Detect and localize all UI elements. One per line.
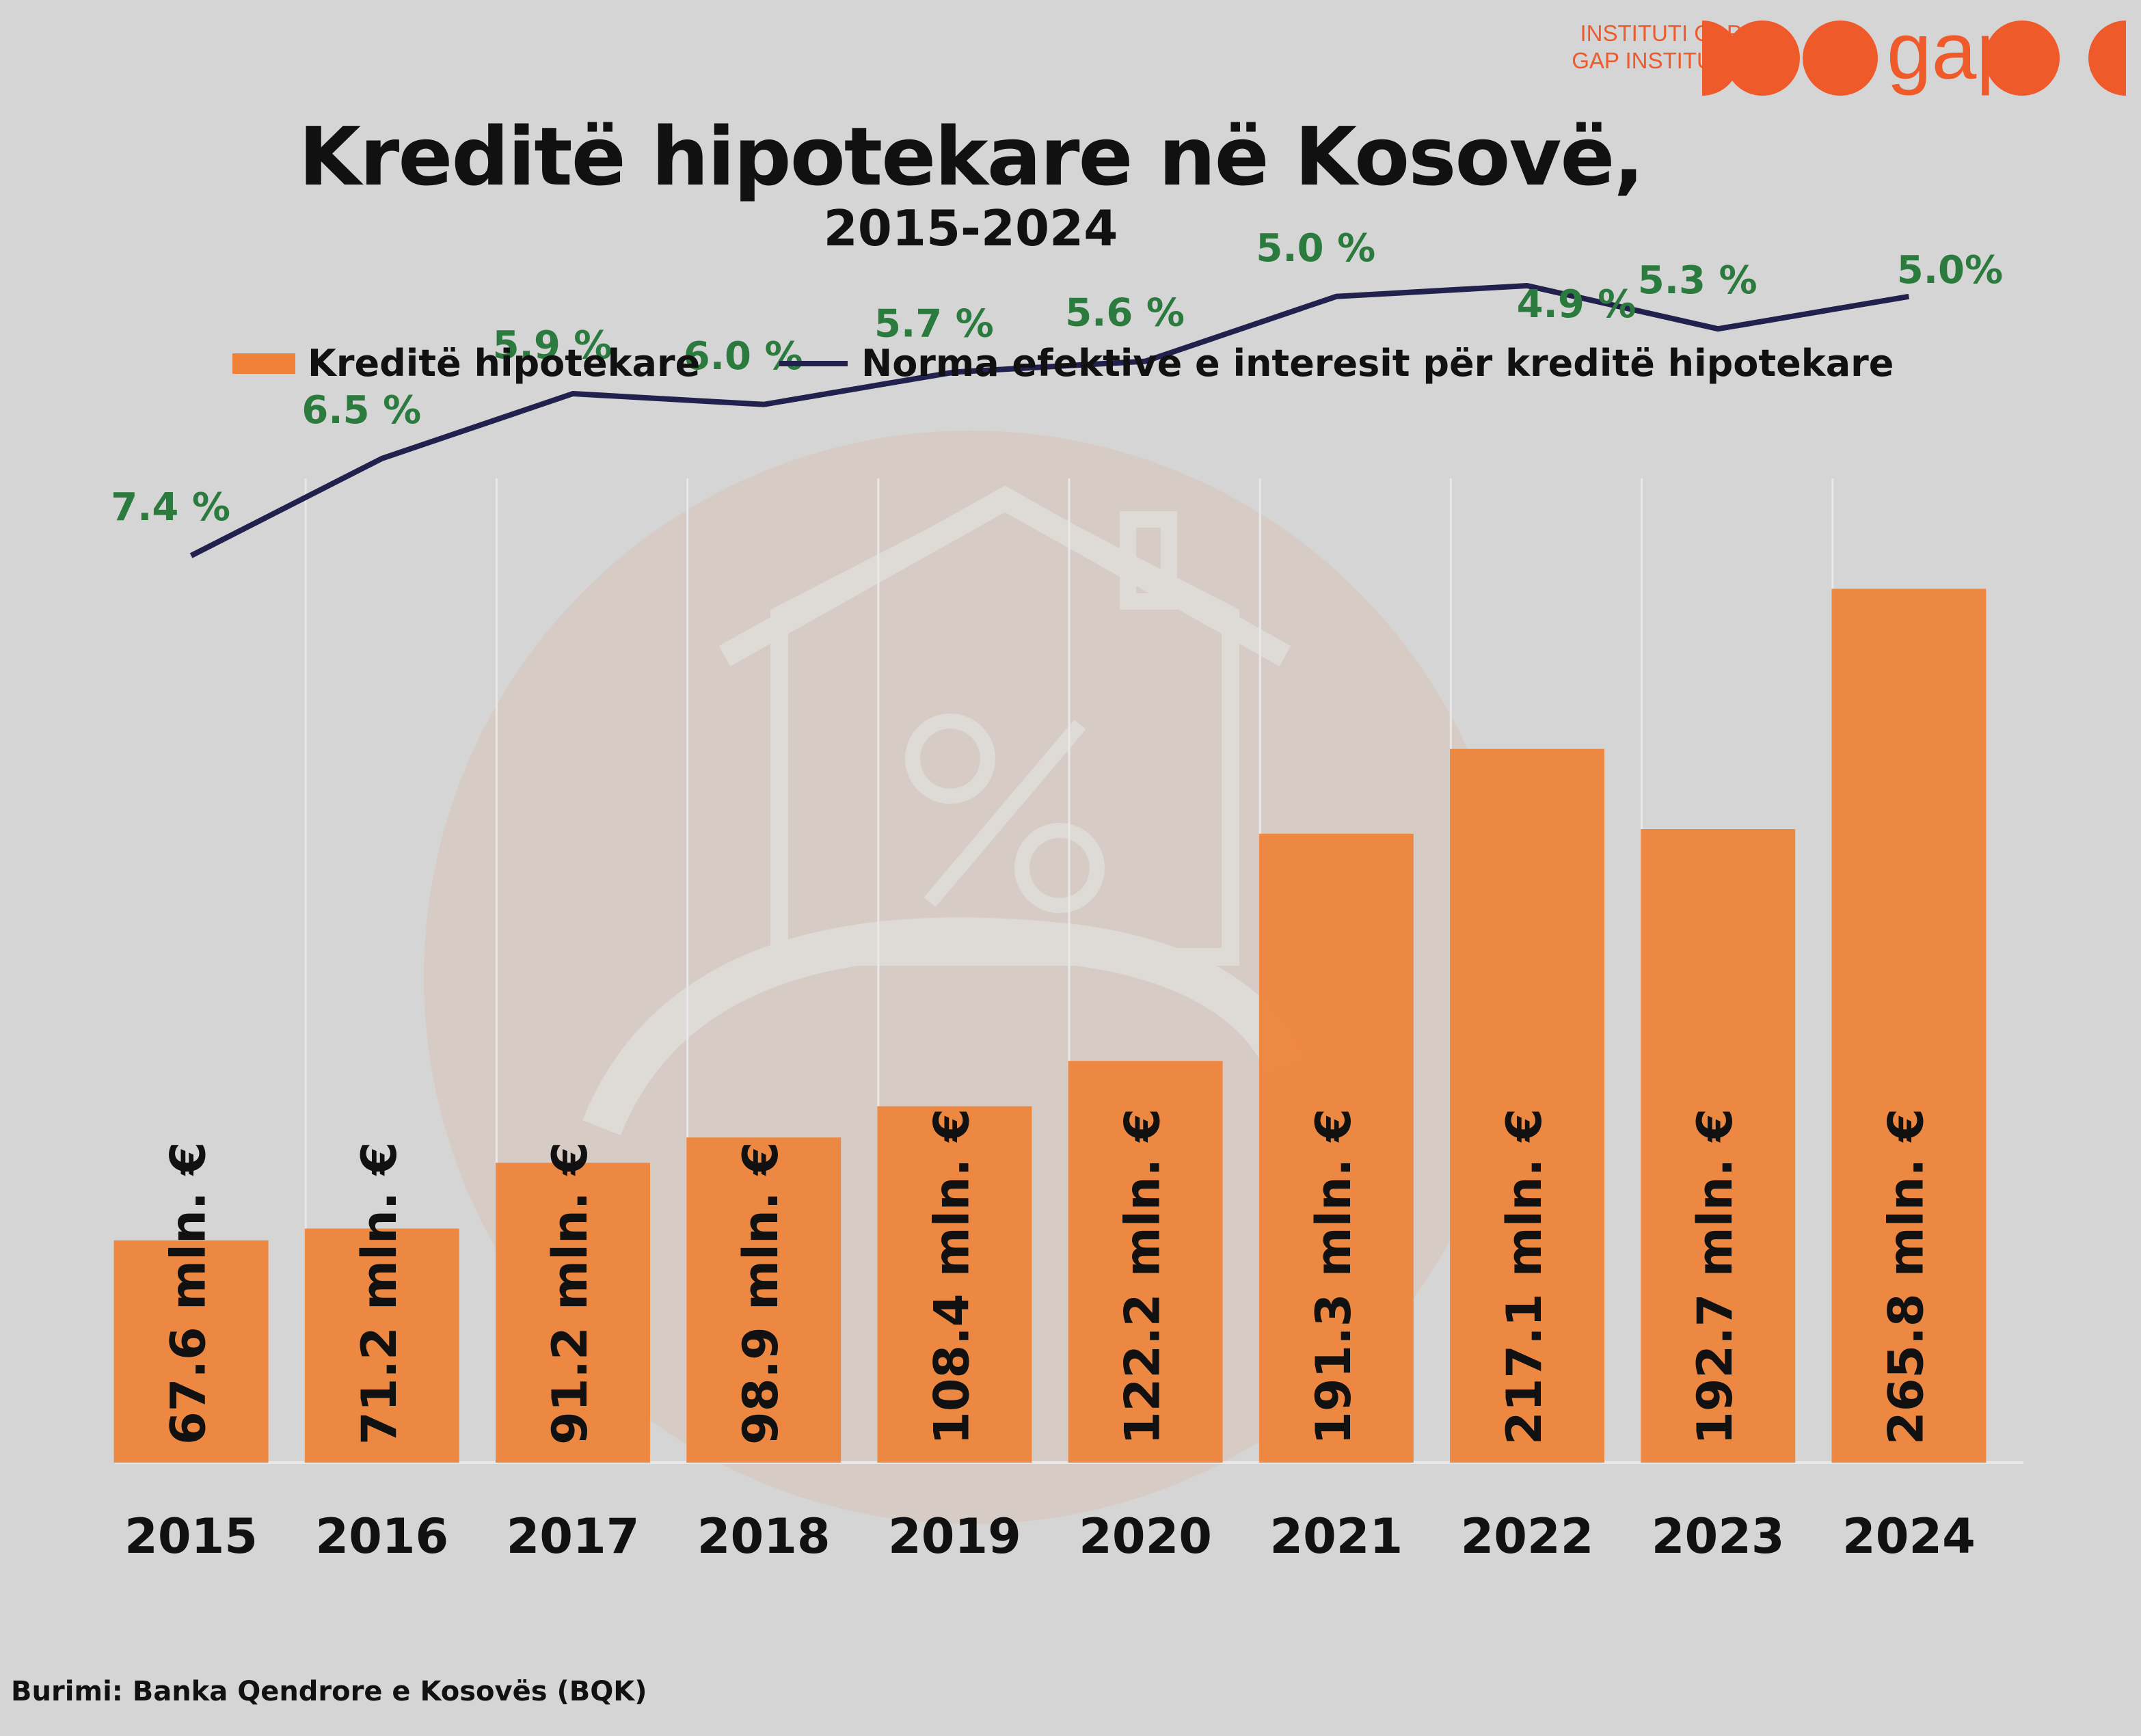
bars-group: 67.6 mln. € 71.2 mln. € 91.2 mln. € 98.9 ml… <box>113 588 1987 1463</box>
x-tick-label: 2024 <box>1842 1508 1976 1564</box>
rate-value-label: 6.0 % <box>684 334 803 379</box>
bar-value-label: 265.8 mln. € <box>1878 1109 1934 1445</box>
bar-value-label: 71.2 mln. € <box>351 1141 407 1445</box>
x-tick-label: 2020 <box>1079 1508 1212 1564</box>
bar-2020 <box>1068 1061 1223 1463</box>
bar-2024 <box>1831 588 1987 1463</box>
gap-logo-icon: gap <box>1702 14 2126 96</box>
legend-item-line: Norma efektive e interesit për kreditë h… <box>779 342 1894 385</box>
bar-2019 <box>877 1106 1032 1463</box>
bar-value-label: 98.9 mln. € <box>733 1141 789 1445</box>
x-tick-label: 2015 <box>124 1508 258 1564</box>
bar-2021 <box>1258 833 1414 1463</box>
x-tick-label: 2019 <box>888 1508 1021 1564</box>
legend-swatch-bar <box>232 353 295 374</box>
bar-value-label: 122.2 mln. € <box>1115 1109 1171 1445</box>
bar-2016 <box>304 1228 459 1463</box>
rate-value-label: 5.6 % <box>1065 291 1185 336</box>
bar-value-label: 191.3 mln. € <box>1306 1109 1362 1445</box>
x-tick-label: 2022 <box>1461 1508 1594 1564</box>
legend-label-bars: Kreditë hipotekare <box>308 342 701 385</box>
legend-item-bars: Kreditë hipotekare <box>232 342 700 385</box>
rate-value-label: 5.9 % <box>493 323 612 368</box>
rate-value-label: 5.3 % <box>1638 258 1758 303</box>
bar-2022 <box>1450 748 1604 1463</box>
rate-value-label: 5.0% <box>1897 248 2003 293</box>
bar-2017 <box>496 1163 650 1463</box>
rate-value-label: 5.0 % <box>1256 226 1375 271</box>
bar-value-label: 217.1 mln. € <box>1496 1109 1552 1445</box>
legend-swatch-line <box>779 360 848 366</box>
bar-value-label: 67.6 mln. € <box>161 1141 217 1445</box>
x-tick-label: 2021 <box>1269 1508 1403 1564</box>
bar-value-label: 192.7 mln. € <box>1687 1109 1743 1445</box>
source-note: Burimi: Banka Qendrore e Kosovës (BQK) <box>11 1676 647 1707</box>
rate-value-label: 5.7 % <box>874 301 994 346</box>
x-tick-label: 2023 <box>1652 1508 1785 1564</box>
bar-2015 <box>113 1240 269 1463</box>
rate-value-label: 6.5 % <box>301 388 421 433</box>
bar-value-label: 91.2 mln. € <box>542 1141 598 1445</box>
rate-value-label: 4.9 % <box>1517 282 1637 327</box>
bar-2023 <box>1641 829 1796 1463</box>
rate-line-group: 7.4 % 6.5 % 5.9 % 6.0 % 5.7 % 5.6 % 5.0 % 4.9 %… <box>111 226 2003 558</box>
bar-value-label: 108.4 mln. € <box>924 1109 980 1445</box>
x-tick-label: 2017 <box>507 1508 640 1564</box>
chart-title: Kreditë hipotekare në Kosovë, <box>298 109 1645 204</box>
x-axis-ticks: 2015 2016 2017 2018 2019 2020 2021 2022 2023 2024 <box>124 1508 1976 1564</box>
rate-line <box>189 283 1910 558</box>
legend-label-line: Norma efektive e interesit për kreditë h… <box>861 342 1894 385</box>
x-tick-label: 2016 <box>315 1508 448 1564</box>
x-tick-label: 2018 <box>697 1508 831 1564</box>
bar-2018 <box>686 1137 841 1463</box>
chart-subtitle: 2015-2024 <box>823 200 1118 257</box>
rate-value-label: 7.4 % <box>111 485 230 530</box>
